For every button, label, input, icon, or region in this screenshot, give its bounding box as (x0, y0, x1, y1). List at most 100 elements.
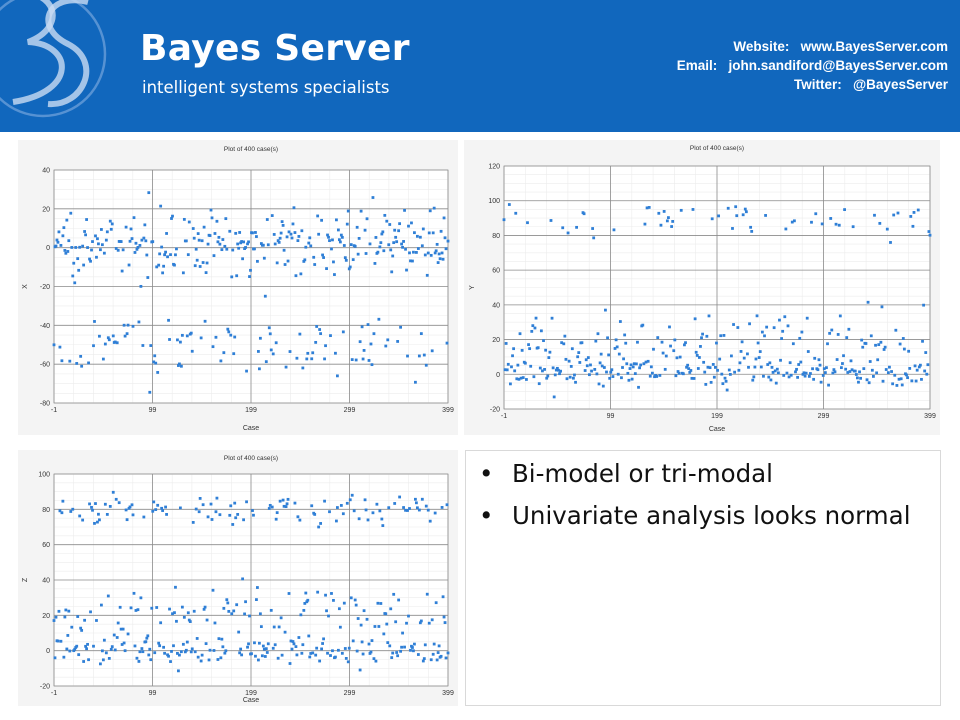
data-point (403, 208, 406, 212)
data-point (668, 325, 671, 329)
data-point (894, 328, 898, 332)
y-tick-label: -80 (40, 401, 50, 408)
data-point (177, 364, 180, 367)
data-point (883, 345, 887, 349)
data-point (372, 657, 376, 661)
data-point (879, 340, 883, 344)
data-point (333, 273, 336, 276)
data-point (415, 506, 419, 510)
data-point (135, 247, 139, 251)
data-point (630, 377, 634, 381)
data-point (108, 219, 112, 223)
data-point (401, 631, 404, 635)
data-point (902, 347, 906, 351)
data-point (890, 370, 893, 373)
data-point (839, 366, 843, 370)
chart-title: Plot of 400 case(s) (224, 146, 278, 153)
data-point (848, 370, 852, 373)
x-tick-label: 99 (607, 413, 615, 420)
data-point (186, 611, 190, 615)
data-point (221, 645, 225, 649)
data-point (171, 214, 174, 218)
data-point (361, 357, 365, 361)
data-point (418, 235, 422, 239)
data-point (62, 226, 66, 230)
data-point (170, 650, 173, 653)
data-point (868, 360, 872, 363)
data-point (365, 617, 369, 621)
x-tick-label: 199 (245, 407, 257, 414)
data-point (185, 640, 189, 644)
data-point (284, 505, 288, 509)
data-point (302, 259, 306, 263)
data-point (308, 236, 312, 240)
data-point (246, 645, 249, 649)
data-point (241, 257, 245, 261)
data-point (295, 653, 299, 657)
y-tick-label: 20 (492, 337, 500, 344)
data-point (805, 316, 809, 320)
data-point (288, 350, 292, 353)
data-point (443, 236, 447, 240)
data-point (588, 373, 591, 377)
data-point (61, 499, 65, 503)
data-point (124, 508, 128, 512)
data-point (149, 658, 153, 662)
data-point (778, 318, 781, 322)
twitter-label: Twitter: (794, 77, 842, 92)
data-point (196, 655, 200, 659)
data-point (239, 647, 243, 651)
data-point (310, 504, 314, 508)
data-point (597, 382, 601, 386)
data-point (234, 231, 238, 235)
data-point (410, 221, 413, 225)
data-point (261, 644, 265, 648)
data-point (126, 632, 130, 636)
data-point (421, 659, 425, 663)
website-link[interactable]: www.BayesServer.com (800, 39, 948, 54)
data-point (259, 625, 263, 629)
data-point (727, 368, 731, 372)
data-point (730, 354, 733, 358)
data-point (177, 669, 180, 673)
data-point (215, 496, 219, 500)
data-point (347, 646, 351, 650)
y-tick-label: 80 (492, 233, 500, 240)
data-point (388, 644, 392, 648)
data-point (392, 241, 396, 245)
data-point (327, 614, 330, 618)
data-point (357, 237, 361, 240)
data-point (747, 365, 750, 369)
data-point (313, 263, 317, 266)
data-point (759, 365, 763, 369)
data-point (144, 640, 148, 644)
data-point (227, 330, 231, 334)
data-point (81, 518, 85, 522)
data-point (261, 243, 265, 247)
email-link[interactable]: john.sandiford@BayesServer.com (728, 58, 949, 73)
data-point (712, 375, 716, 379)
data-point (749, 225, 753, 229)
data-point (818, 363, 822, 367)
data-point (612, 228, 616, 232)
y-tick-label: 20 (42, 613, 50, 620)
data-point (515, 377, 519, 381)
data-point (133, 644, 137, 648)
data-point (423, 253, 427, 257)
data-point (289, 639, 293, 643)
data-point (404, 247, 407, 251)
twitter-link[interactable]: @BayesServer (853, 77, 948, 92)
data-point (356, 617, 360, 620)
data-point (900, 383, 904, 387)
data-point (821, 374, 825, 377)
y-tick-label: 120 (488, 164, 500, 171)
data-point (728, 372, 732, 376)
data-point (233, 335, 237, 339)
data-point (380, 517, 384, 521)
data-point (763, 334, 766, 338)
data-point (153, 651, 157, 655)
data-point (271, 352, 275, 356)
data-point (833, 370, 837, 374)
data-point (228, 229, 232, 233)
data-point (622, 357, 625, 361)
